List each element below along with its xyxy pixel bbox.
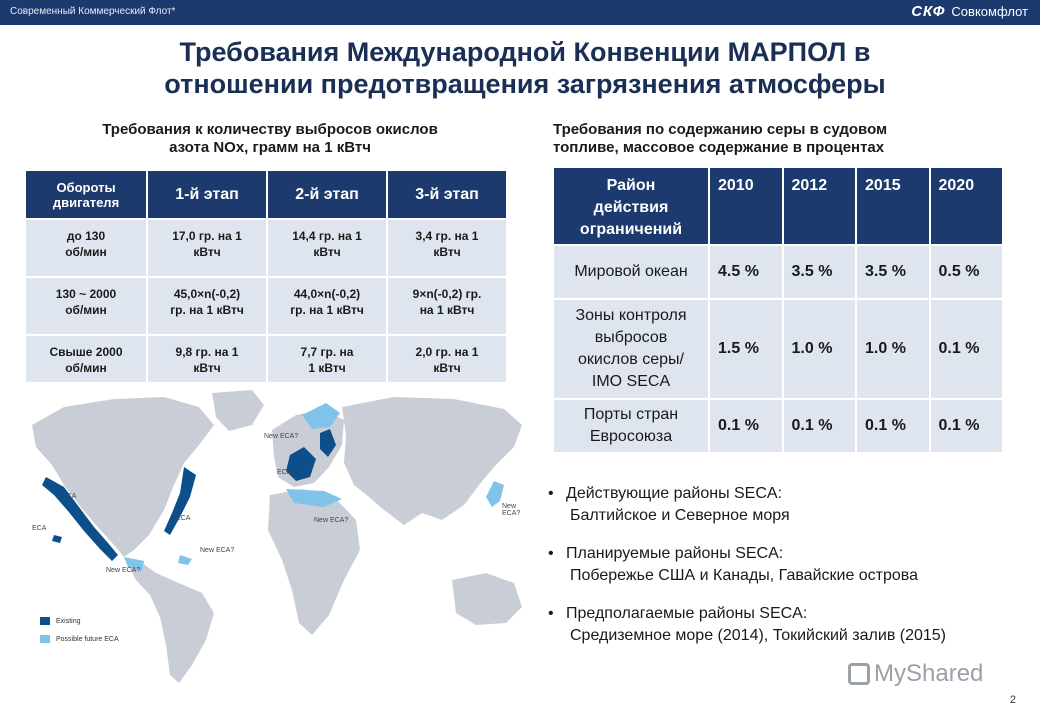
table-cell: 0.1 % xyxy=(930,300,1002,398)
nox-table: Обороты двигателя 1-й этап 2-й этап 3-й … xyxy=(24,169,508,384)
table-cell: 3.5 % xyxy=(857,246,929,298)
header-cell: 2012 xyxy=(783,168,855,244)
table-row: 130 ~ 2000 об/мин 45,0×n(-0,2) гр. на 1 кВ… xyxy=(26,278,506,334)
bullet-icon: • xyxy=(548,545,554,562)
list-item: • Предполагаемые районы SECA: Средиземное… xyxy=(548,603,1018,647)
map-label: New ECA? xyxy=(314,517,349,524)
eca-world-map: ECA ECA New ECA? ECA New ECA? New ECA? N… xyxy=(24,385,532,690)
table-cell: 0.1 % xyxy=(710,400,782,452)
logo-brand: Совкомфлот xyxy=(951,4,1028,19)
map-label: New ECA? xyxy=(106,567,141,574)
map-label: ECA xyxy=(176,515,191,522)
slide-title-line: отношении предотвращения загрязнения атм… xyxy=(164,69,886,99)
bullet-heading: Действующие районы SECA: xyxy=(566,485,783,502)
table-cell: 1.5 % xyxy=(710,300,782,398)
company-name: Современный Коммерческий Флот* xyxy=(10,6,176,17)
header-cell: Район действия ограничений xyxy=(554,168,708,244)
table-cell: 1.0 % xyxy=(783,300,855,398)
table-cell: 14,4 гр. на 1 кВтч xyxy=(268,220,386,276)
bullet-heading: Планируемые районы SECA: xyxy=(566,545,784,562)
table-cell: 0.5 % xyxy=(930,246,1002,298)
slide-title: Требования Международной Конвенции МАРПО… xyxy=(60,36,990,100)
nox-caption-line: азота NOx, грамм на 1 кВтч xyxy=(169,139,371,156)
table-row: Свыше 2000 об/мин 9,8 гр. на 1 кВтч 7,7 гр… xyxy=(26,336,506,382)
map-label: New ECA? xyxy=(200,547,235,554)
watermark: MyShared xyxy=(848,660,983,688)
table-cell: 3,4 гр. на 1 кВтч xyxy=(388,220,506,276)
map-label: ECA xyxy=(277,469,292,476)
page-number: 2 xyxy=(1009,694,1016,706)
existing-eca-zones xyxy=(42,429,336,561)
table-cell: 1.0 % xyxy=(857,300,929,398)
table-cell: 9,8 гр. на 1 кВтч xyxy=(148,336,266,382)
map-legend: Existing Possible future ECA xyxy=(40,617,119,653)
sulfur-caption: Требования по содержанию серы в судовом … xyxy=(553,121,993,157)
bullet-detail: Средиземное море (2014), Токийский залив… xyxy=(570,627,947,644)
table-cell: 0.1 % xyxy=(857,400,929,452)
sulfur-table: Район действия ограничений 2010 2012 2015 … xyxy=(552,166,1004,454)
bullet-icon: • xyxy=(548,605,554,622)
world-map-graphic xyxy=(32,390,522,683)
nox-caption: Требования к количеству выбросов окислов… xyxy=(40,121,500,157)
company-logo: СКФ Совкомфлот xyxy=(911,3,1028,20)
header-cell: Обороты двигателя xyxy=(26,171,146,218)
header-cell: 2015 xyxy=(857,168,929,244)
table-cell: 2,0 гр. на 1 кВтч xyxy=(388,336,506,382)
nox-caption-line: Требования к количеству выбросов окислов xyxy=(102,121,438,138)
list-item: • Действующие районы SECA: Балтийское и С… xyxy=(548,483,1018,527)
slide-title-line: Требования Международной Конвенции МАРПО… xyxy=(179,37,871,67)
table-cell: 3.5 % xyxy=(783,246,855,298)
table-cell: 9×n(-0,2) гр. на 1 кВтч xyxy=(388,278,506,334)
watermark-icon xyxy=(848,663,870,685)
seca-bullet-list: • Действующие районы SECA: Балтийское и С… xyxy=(548,483,1018,663)
legend-item: Existing xyxy=(40,617,119,625)
watermark-text: MyShared xyxy=(874,660,984,687)
bullet-icon: • xyxy=(548,485,554,502)
table-header-row: Обороты двигателя 1-й этап 2-й этап 3-й … xyxy=(26,171,506,218)
header-cell: 2020 xyxy=(930,168,1002,244)
table-cell: 130 ~ 2000 об/мин xyxy=(26,278,146,334)
table-cell: Свыше 2000 об/мин xyxy=(26,336,146,382)
table-header-row: Район действия ограничений 2010 2012 2015 … xyxy=(554,168,1002,244)
bullet-detail: Побережье США и Канады, Гавайские остров… xyxy=(570,567,919,584)
header-cell: 2010 xyxy=(710,168,782,244)
sulfur-caption-line: топливе, массовое содержание в процентах xyxy=(553,139,885,156)
table-cell: 0.1 % xyxy=(930,400,1002,452)
table-cell: 4.5 % xyxy=(710,246,782,298)
header-cell: 2-й этап xyxy=(268,171,386,218)
table-cell: Зоны контроля выбросов окислов серы/IMO SE… xyxy=(554,300,708,398)
map-label: New ECA? xyxy=(502,503,521,517)
table-cell: Мировой океан xyxy=(554,246,708,298)
table-cell: до 130 об/мин xyxy=(26,220,146,276)
legend-item: Possible future ECA xyxy=(40,635,119,643)
table-cell: Порты стран Евросоюза xyxy=(554,400,708,452)
table-cell: 45,0×n(-0,2) гр. на 1 кВтч xyxy=(148,278,266,334)
land-masses xyxy=(32,390,522,683)
list-item: • Планируемые районы SECA: Побережье США … xyxy=(548,543,1018,587)
logo-mark: СКФ xyxy=(911,3,946,20)
table-cell: 7,7 гр. на 1 кВтч xyxy=(268,336,386,382)
table-cell: 44,0×n(-0,2) гр. на 1 кВтч xyxy=(268,278,386,334)
possible-future-eca-zones xyxy=(124,403,504,571)
bullet-heading: Предполагаемые районы SECA: xyxy=(566,605,808,622)
header-cell: 1-й этап xyxy=(148,171,266,218)
sulfur-caption-line: Требования по содержанию серы в судовом xyxy=(553,121,888,138)
map-label: ECA xyxy=(32,525,47,532)
legend-swatch xyxy=(40,617,50,625)
top-bar: Современный Коммерческий Флот* СКФ Совко… xyxy=(0,0,1040,25)
legend-label: Possible future ECA xyxy=(56,635,119,643)
table-row: Мировой океан 4.5 % 3.5 % 3.5 % 0.5 % xyxy=(554,246,1002,298)
table-row: Порты стран Евросоюза 0.1 % 0.1 % 0.1 % 0… xyxy=(554,400,1002,452)
table-cell: 0.1 % xyxy=(783,400,855,452)
table-row: Зоны контроля выбросов окислов серы/IMO SE… xyxy=(554,300,1002,398)
legend-swatch xyxy=(40,635,50,643)
bullet-detail: Балтийское и Северное моря xyxy=(570,507,790,524)
table-cell: 17,0 гр. на 1 кВтч xyxy=(148,220,266,276)
map-label: New ECA? xyxy=(264,433,299,440)
header-cell: 3-й этап xyxy=(388,171,506,218)
map-label: ECA xyxy=(62,493,77,500)
legend-label: Existing xyxy=(56,617,81,625)
table-row: до 130 об/мин 17,0 гр. на 1 кВтч 14,4 гр. … xyxy=(26,220,506,276)
